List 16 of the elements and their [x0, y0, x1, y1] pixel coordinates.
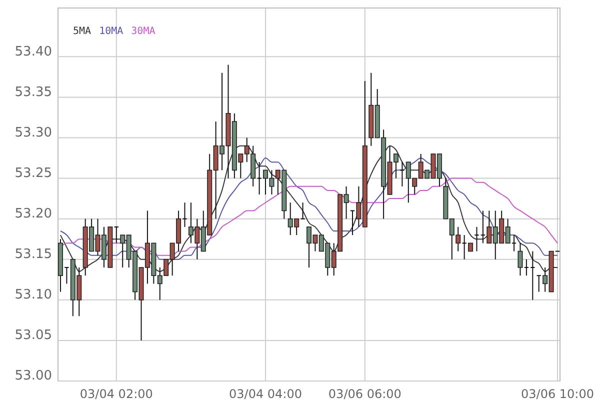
y-tick-label: 53.05 — [14, 328, 52, 344]
x-tick-label: 03/04 02:00 — [80, 387, 153, 401]
y-tick-label: 53.20 — [14, 206, 52, 222]
y-tick-label: 53.10 — [14, 288, 52, 303]
x-tick-label: 03/06 10:00 — [521, 387, 594, 401]
text: 10MA — [99, 26, 124, 37]
y-tick-label: 53.35 — [14, 84, 52, 100]
y-tick-label: 53.15 — [14, 247, 52, 262]
y-tick-label: 53.40 — [14, 44, 52, 60]
y-tick-label: 53.30 — [14, 125, 52, 140]
x-tick-label: 03/06 06:00 — [328, 387, 402, 401]
text: 30MA — [131, 26, 156, 37]
text: 5MA — [73, 26, 92, 37]
y-tick-label: 53.00 — [14, 368, 52, 384]
x-tick-label: 03/04 04:00 — [229, 387, 302, 401]
y-tick-label: 53.25 — [14, 166, 52, 181]
